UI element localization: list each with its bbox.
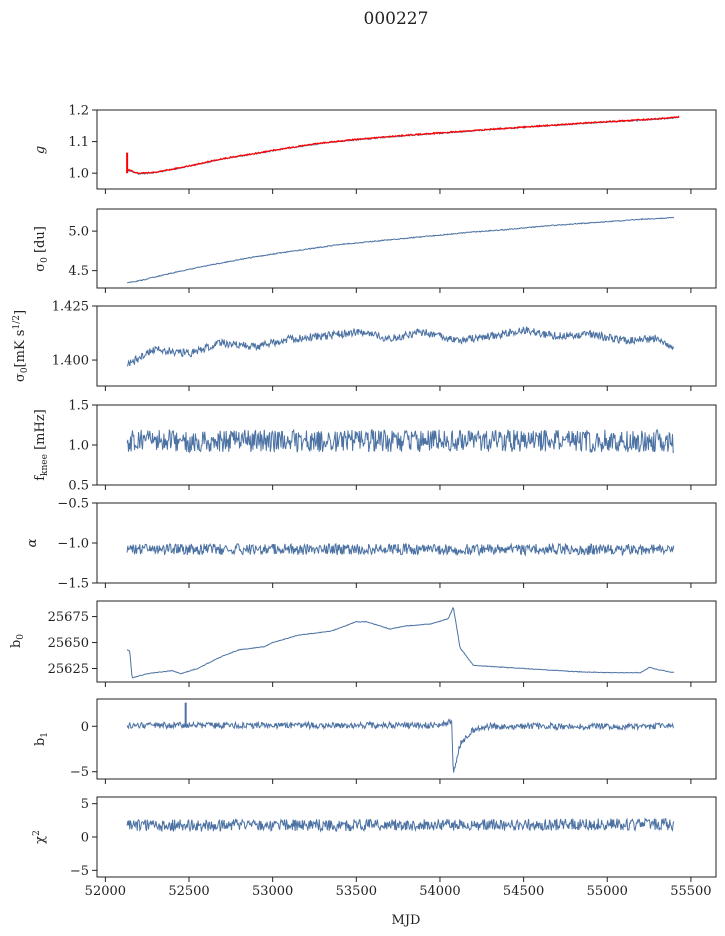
- y-tick-label: 0: [81, 831, 89, 846]
- panel-3: 1.400 1.425 σ0[mK s1/2]: [12, 300, 717, 391]
- figure-title: 000227: [364, 9, 429, 29]
- series-line: [126, 718, 675, 773]
- axes-frame: [96, 796, 717, 878]
- y-axis-label: g: [33, 146, 48, 154]
- panel-8: −5 0 5 52000 52500 53000 53500 54000 54500 55000 5…: [32, 796, 717, 899]
- y-axis-label: α: [25, 538, 40, 547]
- x-tick-label: 52500: [168, 884, 209, 899]
- y-tick-label: −5: [70, 765, 89, 780]
- y-tick-label: 1.2: [68, 104, 89, 119]
- axes-frame: [96, 208, 717, 289]
- axes-frame: [96, 305, 717, 387]
- y-tick-label: 25650: [48, 636, 89, 651]
- panel-5: −1.5 −1.0 −0.5 α: [25, 497, 717, 592]
- y-axis-label: χ2: [32, 830, 48, 844]
- series-line: [126, 816, 675, 833]
- x-tick-label: 54000: [419, 884, 460, 899]
- x-tick-label: 53500: [336, 884, 377, 899]
- x-tick-label: 55000: [587, 884, 628, 899]
- series-line: [126, 115, 680, 175]
- panel-7: −5 0 b1: [33, 698, 717, 784]
- x-tick-label: 54500: [503, 884, 544, 899]
- panels: 1.0 1.1 1.2 g 4.5 5.0 σ0 [du] 1.400 1.425 σ0[mK s…: [9, 104, 717, 899]
- y-tick-label: 1.1: [68, 135, 89, 150]
- y-tick-label: 1.425: [52, 300, 89, 315]
- series-line: [126, 216, 675, 284]
- axes-frame: [96, 109, 717, 190]
- panel-2: 4.5 5.0 σ0 [du]: [33, 208, 717, 293]
- y-axis-label: fknee [mHz]: [33, 409, 50, 481]
- axes-frame: [96, 698, 717, 780]
- panel-4: 0.5 1.0 1.5 fknee [mHz]: [33, 399, 717, 494]
- x-axis-label: MJD: [392, 913, 421, 928]
- y-axis-label: b0: [9, 634, 26, 648]
- y-tick-label: 0: [81, 720, 89, 735]
- panel-1: 1.0 1.1 1.2 g: [33, 104, 717, 194]
- series-line: [126, 606, 675, 679]
- x-tick-label: 52000: [85, 884, 126, 899]
- axes-frame: [96, 600, 717, 683]
- y-tick-label: −5: [70, 864, 89, 879]
- axes-frame: [96, 502, 717, 584]
- y-tick-label: −0.5: [57, 497, 89, 512]
- y-tick-label: 1.0: [68, 439, 89, 454]
- y-tick-label: 4.5: [68, 264, 89, 279]
- series-line: [126, 116, 680, 175]
- series-line: [126, 326, 675, 367]
- series-line: [126, 542, 675, 557]
- x-tick-label: 53000: [252, 884, 293, 899]
- y-tick-label: 5.0: [68, 225, 89, 240]
- panel-6: 25625 25650 25675 b0: [9, 600, 717, 687]
- y-tick-label: 5: [81, 797, 89, 812]
- y-tick-label: 1.0: [68, 167, 89, 182]
- series-line: [126, 428, 675, 454]
- y-tick-label: −1.5: [57, 577, 89, 592]
- y-tick-label: −1.0: [57, 537, 89, 552]
- y-axis-label: b1: [33, 732, 50, 746]
- y-tick-label: 1.5: [68, 399, 89, 414]
- x-tick-label: 55500: [670, 884, 711, 899]
- y-tick-label: 0.5: [68, 479, 89, 494]
- y-tick-label: 1.400: [52, 354, 89, 369]
- y-tick-label: 25675: [48, 610, 89, 625]
- y-axis-label: σ0[mK s1/2]: [12, 310, 30, 382]
- y-tick-label: 25625: [48, 662, 89, 677]
- y-axis-label: σ0 [du]: [33, 226, 50, 272]
